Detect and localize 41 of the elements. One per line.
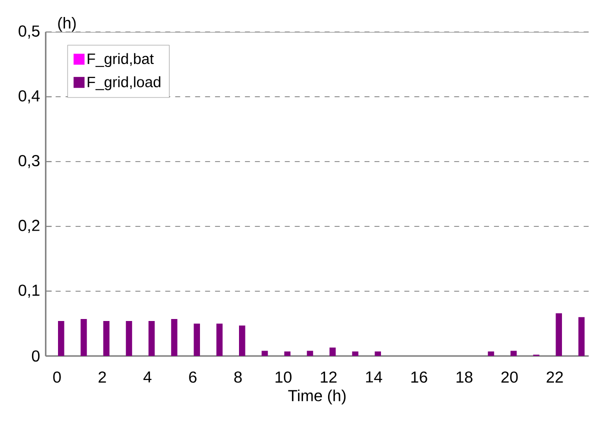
bar	[578, 317, 585, 356]
x-tick-label: 6	[189, 371, 196, 383]
legend-label: F_grid,load	[88, 76, 160, 90]
x-tick-label: 4	[143, 371, 152, 382]
bar	[556, 313, 562, 356]
bar	[216, 324, 223, 356]
x-tick-label: 18	[456, 371, 472, 383]
y-tick-label: 0,3	[18, 155, 40, 168]
bar	[103, 320, 110, 356]
legend-label: F_grid,bat	[88, 53, 154, 68]
bar	[194, 324, 200, 356]
y-tick-label: 0,1	[18, 284, 40, 298]
bar	[148, 320, 155, 356]
x-tick-label: 22	[546, 371, 563, 383]
x-tick-label: 16	[411, 371, 428, 383]
bar	[80, 319, 87, 356]
y-tick-label: 0,2	[18, 220, 40, 233]
x-tick-label: 2	[98, 371, 106, 383]
x-tick-label: 10	[276, 371, 292, 383]
y-tick-label: 0,4	[18, 90, 40, 104]
y-tick-label: 0	[32, 350, 40, 362]
bar	[58, 320, 64, 356]
bar	[262, 350, 268, 356]
bar	[510, 350, 517, 356]
bar	[239, 326, 246, 356]
y-tick-label: 0,5	[18, 25, 40, 39]
x-tick-label: 20	[501, 371, 518, 383]
bar	[330, 348, 336, 356]
x-tick-label: 8	[234, 371, 242, 383]
bar	[488, 351, 494, 356]
bar	[284, 351, 290, 356]
x-axis-title: Time (h)	[288, 390, 346, 404]
y-axis-title: (h)	[58, 16, 76, 32]
bar	[374, 351, 381, 356]
bar	[352, 351, 358, 356]
bar	[126, 320, 132, 356]
bar	[171, 319, 178, 356]
x-tick-label: 12	[320, 371, 337, 383]
bar	[306, 350, 314, 356]
x-tick-label: 14	[366, 371, 382, 382]
x-tick-label: 0	[53, 371, 61, 383]
